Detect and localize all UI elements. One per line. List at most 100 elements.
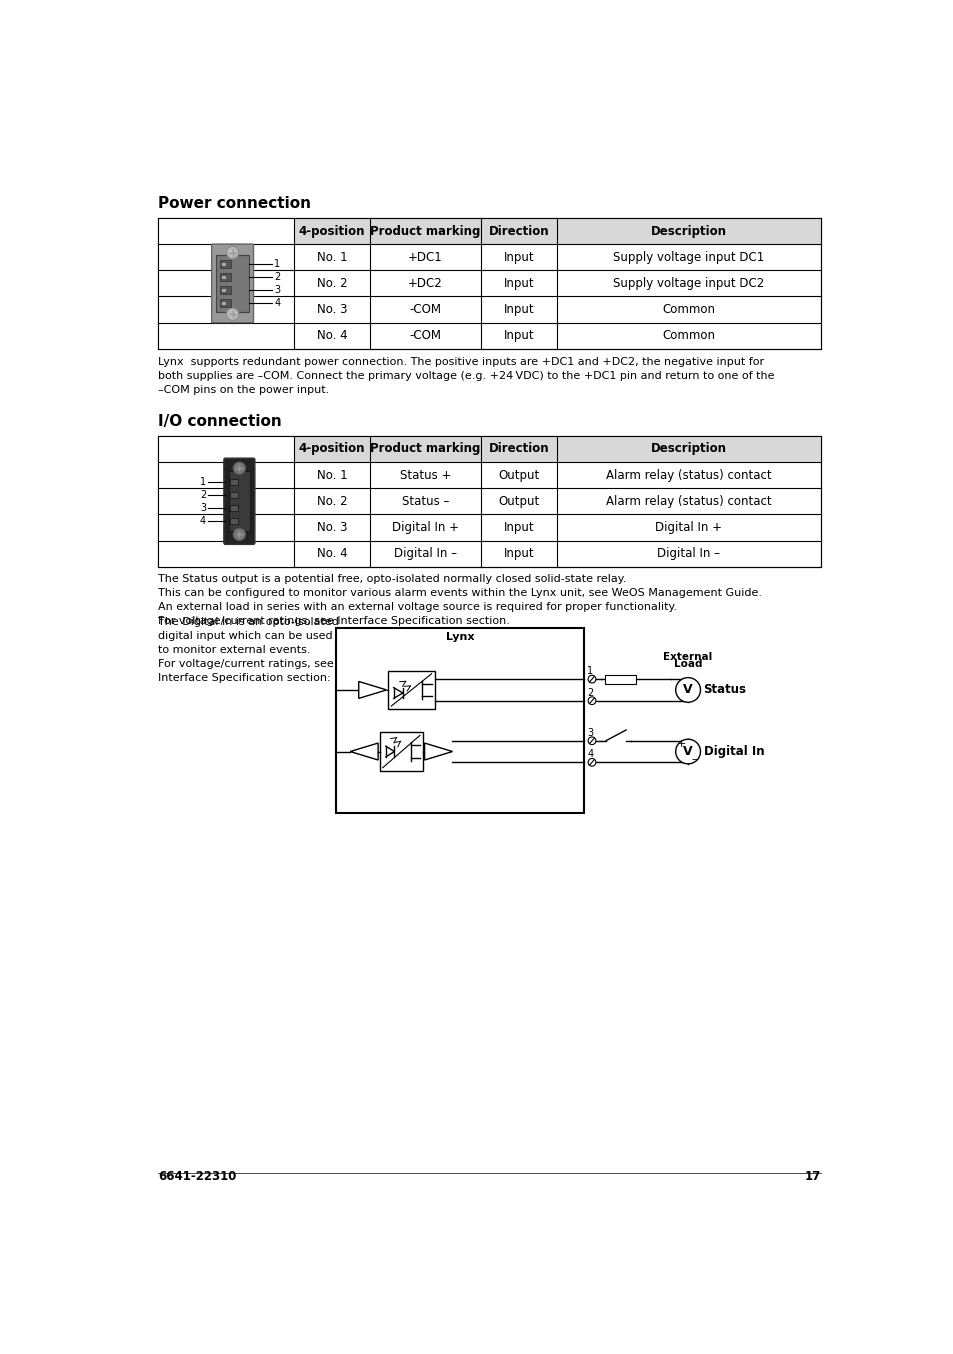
Text: Digital In –: Digital In – [657, 547, 720, 561]
Text: I/O connection: I/O connection [158, 414, 281, 429]
Text: Status +: Status + [399, 468, 451, 482]
Circle shape [587, 758, 596, 766]
Text: 6641-22310: 6641-22310 [158, 1170, 236, 1183]
Text: Common: Common [661, 329, 715, 343]
Circle shape [587, 697, 596, 704]
Circle shape [587, 676, 596, 682]
Text: Digital In –: Digital In – [394, 547, 456, 561]
Text: -COM: -COM [409, 303, 441, 315]
Bar [220, 260, 231, 268]
Circle shape [226, 246, 238, 259]
Circle shape [675, 739, 700, 764]
Text: Input: Input [503, 250, 534, 264]
Text: Description: Description [650, 225, 726, 237]
Circle shape [233, 462, 245, 474]
Polygon shape [424, 743, 452, 760]
Bar [158, 218, 294, 349]
Circle shape [233, 528, 245, 540]
Bar [221, 263, 225, 265]
Text: Load: Load [673, 659, 701, 669]
Text: Input: Input [503, 303, 534, 315]
Text: Output: Output [497, 494, 539, 508]
Bar [221, 276, 225, 279]
Bar [220, 274, 231, 280]
Text: 2: 2 [199, 490, 206, 500]
Bar [158, 436, 294, 567]
Bar [158, 436, 820, 567]
Circle shape [226, 307, 238, 321]
Text: No. 4: No. 4 [316, 547, 347, 561]
Bar [335, 628, 583, 814]
Text: The Digital In is an opto-isolated
digital input which can be used
to monitor ex: The Digital In is an opto-isolated digit… [158, 617, 338, 682]
Text: 1: 1 [587, 666, 593, 676]
Text: Alarm relay (status) contact: Alarm relay (status) contact [605, 494, 771, 508]
Text: External: External [662, 653, 712, 662]
Bar [220, 299, 231, 307]
Bar [220, 286, 231, 294]
Text: Input: Input [503, 276, 534, 290]
Text: 4-position: 4-position [298, 225, 365, 237]
Text: –: – [691, 754, 697, 764]
Text: Direction: Direction [488, 443, 549, 455]
Polygon shape [350, 743, 377, 760]
Text: No. 3: No. 3 [316, 521, 347, 533]
Text: +: + [677, 739, 686, 749]
Text: Supply voltage input DC2: Supply voltage input DC2 [613, 276, 763, 290]
Bar [604, 674, 636, 684]
Circle shape [587, 737, 596, 745]
Text: Input: Input [503, 547, 534, 561]
Text: Lynx: Lynx [446, 632, 474, 642]
Bar [221, 302, 225, 305]
Bar [230, 505, 237, 510]
Bar [294, 218, 820, 244]
Text: No. 1: No. 1 [316, 250, 347, 264]
FancyBboxPatch shape [212, 244, 253, 322]
Text: 4-position: 4-position [298, 443, 365, 455]
Text: 4: 4 [274, 298, 280, 307]
Text: 4: 4 [587, 749, 593, 760]
Bar [158, 218, 820, 349]
Bar [294, 436, 820, 462]
Text: 1: 1 [274, 259, 280, 268]
Bar [388, 670, 435, 709]
Text: 3: 3 [587, 727, 593, 738]
Bar [230, 517, 237, 524]
Bar [216, 255, 249, 311]
Text: V: V [682, 745, 692, 758]
Text: +DC1: +DC1 [408, 250, 442, 264]
Text: Direction: Direction [488, 225, 549, 237]
Text: Output: Output [497, 468, 539, 482]
Polygon shape [358, 681, 386, 699]
Text: Alarm relay (status) contact: Alarm relay (status) contact [605, 468, 771, 482]
Text: 3: 3 [274, 284, 280, 295]
Text: No. 3: No. 3 [316, 303, 347, 315]
Text: 3: 3 [200, 502, 206, 513]
Text: Status: Status [703, 684, 746, 696]
Text: No. 2: No. 2 [316, 494, 347, 508]
Text: Product marking: Product marking [370, 443, 480, 455]
Text: 4: 4 [200, 516, 206, 525]
Text: No. 4: No. 4 [316, 329, 347, 343]
Text: 17: 17 [803, 1170, 820, 1183]
Bar [229, 471, 250, 531]
Text: Lynx  supports redundant power connection. The positive inputs are +DC1 and +DC2: Lynx supports redundant power connection… [158, 356, 774, 394]
Text: Common: Common [661, 303, 715, 315]
Text: -COM: -COM [409, 329, 441, 343]
Text: Digital In: Digital In [703, 745, 763, 758]
Text: Input: Input [503, 329, 534, 343]
Text: 2: 2 [587, 688, 593, 697]
Text: Digital In +: Digital In + [392, 521, 458, 533]
Circle shape [675, 677, 700, 703]
Bar [230, 478, 237, 485]
Text: Input: Input [503, 521, 534, 533]
Text: Product marking: Product marking [370, 225, 480, 237]
Text: No. 2: No. 2 [316, 276, 347, 290]
Bar [230, 492, 237, 498]
Bar [379, 733, 422, 770]
Text: +DC2: +DC2 [408, 276, 442, 290]
Text: Digital In +: Digital In + [655, 521, 721, 533]
Text: No. 1: No. 1 [316, 468, 347, 482]
Text: Status –: Status – [401, 494, 449, 508]
Text: Power connection: Power connection [158, 196, 311, 211]
Text: 2: 2 [274, 272, 280, 282]
